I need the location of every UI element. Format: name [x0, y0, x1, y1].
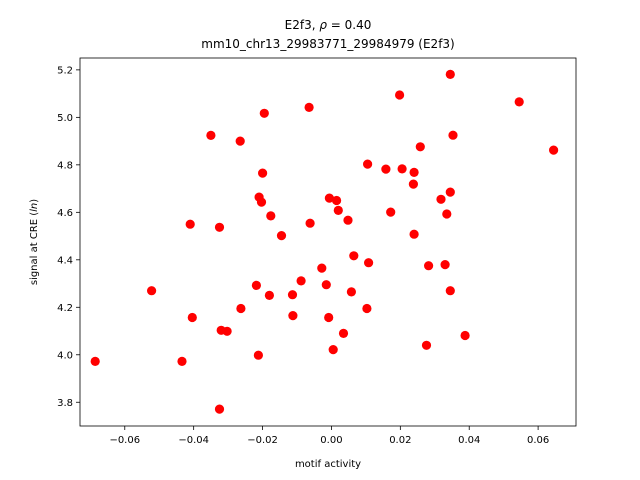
data-point — [296, 276, 306, 286]
data-point — [259, 108, 269, 118]
data-point — [445, 69, 455, 79]
data-point — [214, 222, 225, 232]
data-point — [448, 130, 458, 140]
data-point — [222, 326, 232, 336]
data-point — [328, 345, 338, 355]
x-tick-label: −0.02 — [247, 435, 278, 446]
y-tick-label: 4.2 — [57, 303, 73, 314]
data-points — [90, 69, 559, 414]
data-point — [256, 197, 267, 207]
data-point — [442, 209, 452, 219]
x-axis-ticks: −0.06 −0.04 −0.02 0.00 0.02 0.04 0.06 — [109, 426, 549, 446]
data-point — [264, 290, 274, 300]
data-point — [324, 312, 334, 323]
data-point — [266, 211, 276, 221]
data-point — [276, 231, 287, 241]
data-point — [305, 218, 315, 228]
data-point — [253, 350, 263, 360]
data-point — [408, 179, 418, 189]
y-tick-label: 4.8 — [57, 160, 73, 171]
data-point — [333, 205, 343, 215]
data-point — [364, 258, 374, 268]
data-point — [549, 145, 559, 155]
data-point — [436, 194, 446, 204]
y-tick-label: 3.8 — [57, 398, 73, 409]
x-tick-label: 0.06 — [527, 435, 549, 446]
data-point — [346, 287, 356, 297]
y-tick-label: 5.0 — [57, 113, 73, 124]
data-point — [324, 193, 334, 203]
x-axis-label: motif activity — [295, 459, 361, 470]
data-point — [381, 164, 391, 174]
data-point — [349, 251, 359, 261]
data-point — [386, 207, 396, 217]
data-point — [206, 130, 216, 140]
data-point — [287, 290, 298, 300]
data-point — [415, 142, 425, 152]
data-point — [362, 303, 372, 314]
y-tick-label: 4.0 — [57, 350, 73, 361]
data-point — [236, 303, 246, 314]
data-point — [445, 286, 455, 296]
y-tick-label: 4.6 — [57, 208, 73, 219]
data-point — [409, 229, 419, 239]
data-point — [321, 280, 331, 290]
data-point — [514, 97, 524, 107]
data-point — [445, 187, 455, 197]
data-point — [235, 136, 245, 146]
data-point — [363, 159, 373, 169]
x-tick-label: −0.06 — [109, 435, 140, 446]
x-tick-label: 0.02 — [389, 435, 411, 446]
data-point — [421, 340, 432, 350]
x-tick-label: 0.00 — [320, 435, 342, 446]
data-point — [214, 404, 225, 414]
data-point — [187, 312, 197, 323]
data-point — [258, 168, 268, 178]
data-point — [147, 286, 157, 296]
y-tick-label: 4.4 — [57, 255, 73, 266]
chart-title-line1: E2f3, ρ = 0.40 — [285, 18, 372, 32]
data-point — [185, 219, 195, 229]
data-point — [397, 164, 407, 174]
data-point — [409, 167, 419, 177]
data-point — [424, 261, 434, 271]
data-point — [317, 263, 327, 273]
data-point — [251, 280, 261, 290]
chart-title-line2: mm10_chr13_29983771_29984979 (E2f3) — [201, 37, 454, 51]
x-tick-label: 0.04 — [458, 435, 480, 446]
x-tick-label: −0.04 — [178, 435, 209, 446]
data-point — [440, 260, 450, 270]
data-point — [177, 356, 187, 366]
data-point — [288, 311, 298, 321]
data-point — [90, 356, 100, 366]
data-point — [460, 330, 470, 341]
data-point — [304, 102, 314, 112]
data-point — [338, 328, 349, 338]
plot-frame — [79, 57, 577, 427]
data-point — [332, 195, 342, 206]
y-tick-label: 5.2 — [57, 65, 73, 76]
y-axis-ticks: 3.8 4.0 4.2 4.4 4.6 4.8 5.0 5.2 — [57, 65, 80, 409]
data-point — [343, 215, 353, 225]
y-axis-label: signal at CRE (ln) — [29, 199, 40, 285]
data-point — [395, 90, 405, 100]
